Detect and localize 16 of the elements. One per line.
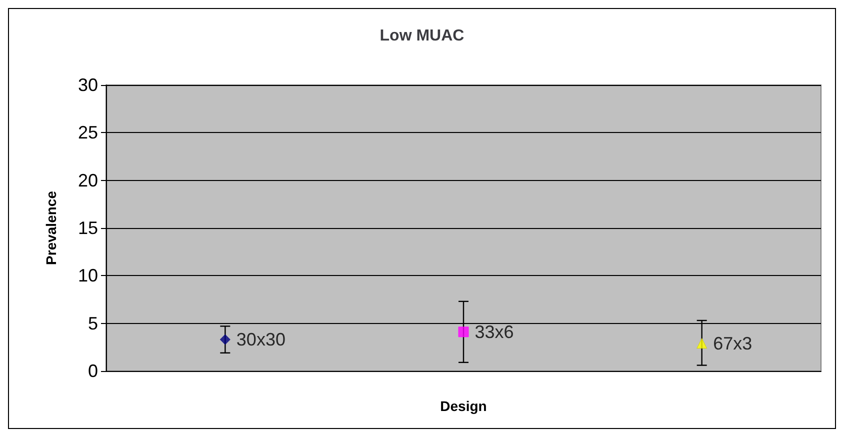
y-tick-label: 30 [78, 75, 98, 95]
x-axis-title: Design [440, 398, 487, 414]
series-label: 30x30 [236, 330, 286, 350]
y-axis-title: Prevalence [43, 190, 59, 265]
y-tick-label: 0 [88, 361, 98, 381]
point [220, 334, 230, 345]
y-tick-label: 10 [78, 266, 98, 286]
y-tick-label: 25 [78, 122, 98, 143]
series-label: 33x6 [474, 322, 514, 342]
chart-title: Low MUAC [380, 28, 465, 44]
point [696, 338, 708, 349]
point [458, 326, 469, 338]
y-tick-label: 5 [88, 313, 98, 334]
y-tick-label: 20 [78, 170, 98, 190]
y-tick-label: 15 [78, 218, 98, 238]
series-label: 67x3 [713, 333, 752, 354]
